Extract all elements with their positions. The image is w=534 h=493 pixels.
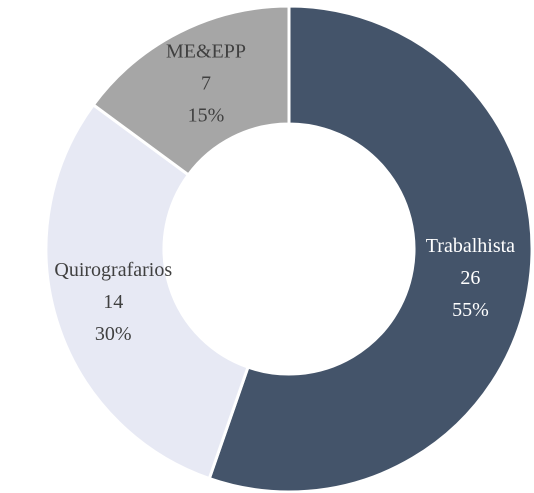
slice-label: ME&EPP (166, 40, 246, 62)
donut-slice (44, 102, 250, 481)
slice-label: Quirografarios (54, 259, 172, 281)
slice-percent: 30% (95, 323, 132, 345)
slice-value: 7 (201, 72, 211, 94)
slice-percent: 55% (452, 299, 489, 321)
donut-slice (207, 4, 534, 493)
slice-percent: 15% (188, 104, 225, 126)
slice-label: Trabalhista (426, 235, 515, 257)
slice-value: 26 (460, 267, 480, 289)
slice-value: 14 (103, 291, 123, 313)
donut-slice (91, 4, 291, 177)
